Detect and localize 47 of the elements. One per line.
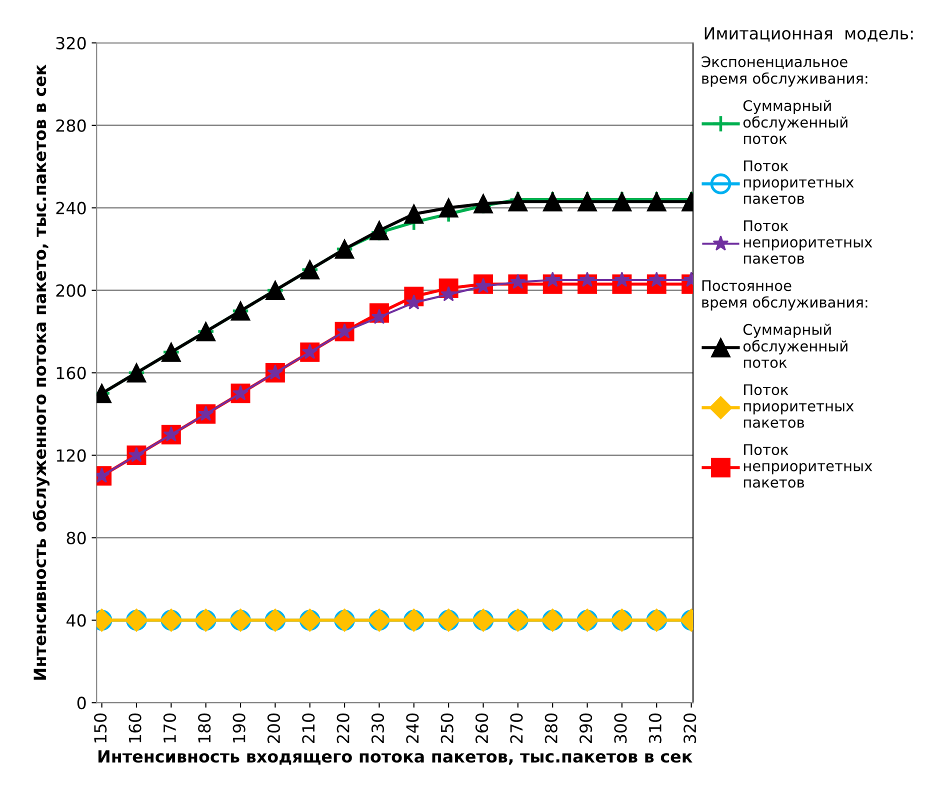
- x-axis-title: Интенсивность входящего потока пакетов, тыс.пакетов в сек: [98, 750, 692, 765]
- y-tick-label: 320: [56, 36, 86, 50]
- text: Постоянное время обслуживания:: [702, 280, 868, 311]
- text: Экспоненциальное время обслуживания:: [702, 56, 868, 87]
- y-tick-label: 160: [56, 366, 86, 380]
- x-tick-label: 220: [336, 714, 350, 744]
- legend-title: Имитационная модель:: [704, 27, 913, 42]
- y-tick-label: 280: [56, 119, 86, 132]
- legend-label: Суммарный обслуженный поток: [743, 324, 848, 368]
- legend-label: Поток неприоритетных пакетов: [744, 220, 872, 264]
- y-tick-label: 0: [77, 696, 86, 710]
- point: [542, 192, 562, 212]
- y-tick-label: 120: [56, 449, 86, 462]
- point: [474, 194, 493, 214]
- x-tick-label: 250: [440, 714, 454, 744]
- legend-label: Поток приоритетных пакетов: [744, 160, 854, 204]
- x-tick-label: 290: [580, 714, 592, 744]
- legend-label: Поток приоритетных пакетов: [744, 384, 854, 428]
- x-tick-label: 150: [94, 714, 107, 742]
- x-tick-label: 320: [684, 714, 696, 743]
- x-tick-label: 160: [128, 714, 142, 742]
- legend-label: Поток неприоритетных пакетов: [744, 444, 872, 488]
- point: [612, 192, 632, 212]
- x-tick-label: 210: [302, 714, 315, 744]
- x-tick-label: 200: [267, 714, 280, 744]
- x-tick-label: 180: [198, 714, 211, 742]
- point: [404, 204, 424, 224]
- y-tick-label: 80: [66, 532, 86, 544]
- y-tick-label: 40: [66, 614, 86, 627]
- x-tick-label: 240: [406, 714, 419, 744]
- point: [438, 198, 458, 218]
- y-tick-label: 240: [56, 202, 86, 214]
- x-tick-label: 230: [371, 714, 384, 744]
- x-tick-label: 300: [614, 714, 627, 743]
- x-tick-label: 280: [544, 714, 558, 744]
- x-tick-label: 170: [163, 714, 176, 742]
- x-tick-label: 190: [232, 714, 246, 742]
- x-tick-label: 260: [475, 714, 488, 744]
- x-tick-label: 310: [648, 714, 662, 743]
- point: [370, 220, 389, 240]
- legend-label: Суммарный обслуженный поток: [743, 100, 848, 144]
- y-axis-title: Интенсивность обслуженного потока пакето, тыс.пакетов в сек: [32, 64, 50, 680]
- point: [508, 192, 528, 212]
- point: [578, 192, 597, 212]
- point: [646, 192, 666, 212]
- y-tick-label: 200: [56, 284, 86, 297]
- x-tick-label: 270: [510, 714, 523, 744]
